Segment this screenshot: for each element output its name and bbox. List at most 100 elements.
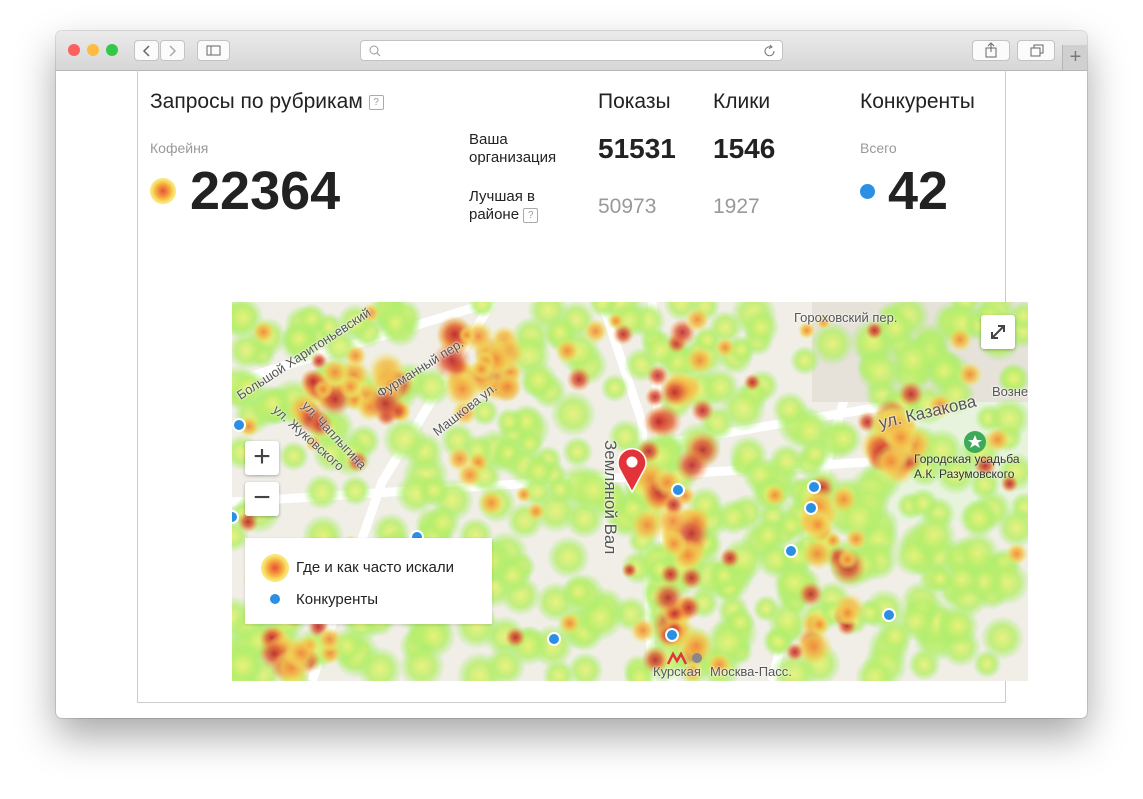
competitor-dot <box>232 510 239 524</box>
heat-blob <box>823 531 843 550</box>
help-icon[interactable]: ? <box>368 94 384 110</box>
heat-blob <box>907 487 939 519</box>
competitor-dot <box>232 418 246 432</box>
competitor-dot <box>547 632 561 646</box>
title-text: Запросы по рубрикам <box>150 90 363 113</box>
section-title: Запросы по рубрикам ? <box>150 90 384 114</box>
tabs-icon <box>1030 44 1044 57</box>
heat-blob <box>366 385 405 423</box>
heat-blob <box>237 511 259 533</box>
heat-blob <box>307 411 334 438</box>
heat-blob <box>659 563 682 586</box>
heat-blob <box>743 373 762 392</box>
location-pin[interactable] <box>617 448 647 494</box>
back-button[interactable] <box>134 40 159 61</box>
heat-blob <box>663 494 685 516</box>
heat-blob <box>824 419 864 459</box>
competitors-value: 42 <box>888 161 949 221</box>
sidebar-button[interactable] <box>197 40 230 61</box>
heat-blob <box>515 429 545 458</box>
heat-map[interactable]: Большой Харитоньевский Фурманный пер. ул. … <box>232 302 1028 681</box>
heat-blob <box>303 473 341 511</box>
zoom-out-button[interactable]: − <box>245 482 279 516</box>
heat-blob <box>558 611 582 635</box>
heat-blob <box>996 507 1028 549</box>
heat-blob <box>907 647 942 681</box>
browser-window: + Запросы по рубрикам ? Кофейня 22364 По… <box>56 31 1087 718</box>
heat-blob <box>313 379 334 400</box>
heat-blob <box>398 642 446 681</box>
forward-button[interactable] <box>160 40 185 61</box>
clicks-value: 1927 <box>713 195 760 218</box>
share-button[interactable] <box>972 40 1010 61</box>
street-label: Москва-Пасс. <box>710 664 792 679</box>
heat-blob <box>936 604 980 648</box>
competitor-dot <box>804 501 818 515</box>
impressions-value: 51531 <box>598 133 676 164</box>
poi-star <box>964 431 986 453</box>
heat-blob <box>621 562 638 579</box>
legend-label: Где и как часто искали <box>296 559 455 576</box>
heat-blob <box>600 373 630 403</box>
heat-blob <box>785 642 805 662</box>
heat-blob <box>797 321 817 340</box>
tabs-button[interactable] <box>1017 40 1055 61</box>
heat-blob <box>570 466 617 514</box>
heat-blob <box>514 485 533 504</box>
heat-blob <box>926 392 954 420</box>
heat-blob <box>810 321 855 366</box>
competitors-title: Конкуренты <box>860 90 975 113</box>
heat-blob <box>690 398 715 423</box>
heat-blob <box>435 315 474 353</box>
heat-blob <box>876 618 914 655</box>
heat-blob <box>456 461 484 489</box>
new-tab-button[interactable]: + <box>1062 45 1087 70</box>
heat-blob <box>794 627 834 667</box>
heat-blob <box>1005 542 1028 566</box>
heat-blob <box>766 599 808 642</box>
poi-label: Городская усадьба А.К. Разумовского <box>914 452 1020 481</box>
heat-blob <box>956 361 983 388</box>
address-bar[interactable] <box>360 40 783 61</box>
heat-blob <box>343 344 368 368</box>
row-label: Лучшая в районе ? <box>469 188 549 224</box>
heat-blob <box>677 626 716 665</box>
heat-blob <box>629 616 657 644</box>
heat-blob <box>546 535 591 580</box>
heat-icon <box>150 178 176 204</box>
zoom-button[interactable] <box>106 44 118 56</box>
competitor-icon <box>860 184 875 199</box>
heat-blob <box>554 338 581 364</box>
heat-blob <box>804 511 832 539</box>
heat-blob <box>835 600 860 626</box>
heat-blob <box>612 323 635 346</box>
legend-label: Конкуренты <box>296 591 379 608</box>
heat-blob <box>997 362 1028 396</box>
minimize-button[interactable] <box>87 44 99 56</box>
expand-icon <box>991 325 1005 339</box>
street-label: Возне <box>992 384 1028 399</box>
heat-blob <box>381 416 428 463</box>
help-icon[interactable]: ? <box>523 207 539 223</box>
heat-blob <box>897 380 925 408</box>
heat-blob <box>451 399 478 427</box>
heat-blob <box>587 302 619 318</box>
heat-blob <box>518 360 559 400</box>
heat-blob <box>278 440 310 472</box>
heat-blob <box>295 303 328 335</box>
heat-blob <box>567 651 604 681</box>
heat-blob <box>724 606 756 638</box>
category-label: Кофейня <box>150 140 209 156</box>
close-button[interactable] <box>68 44 80 56</box>
impressions-value: 50973 <box>598 195 657 218</box>
heat-blob <box>522 454 556 488</box>
heat-blob <box>719 547 741 569</box>
zoom-in-button[interactable]: + <box>245 441 279 475</box>
heat-blob <box>714 336 736 359</box>
heat-blob <box>566 366 592 392</box>
heat-blob <box>495 407 524 437</box>
fullscreen-button[interactable] <box>981 315 1015 349</box>
competitor-dot <box>665 628 679 642</box>
heat-blob <box>679 566 704 590</box>
